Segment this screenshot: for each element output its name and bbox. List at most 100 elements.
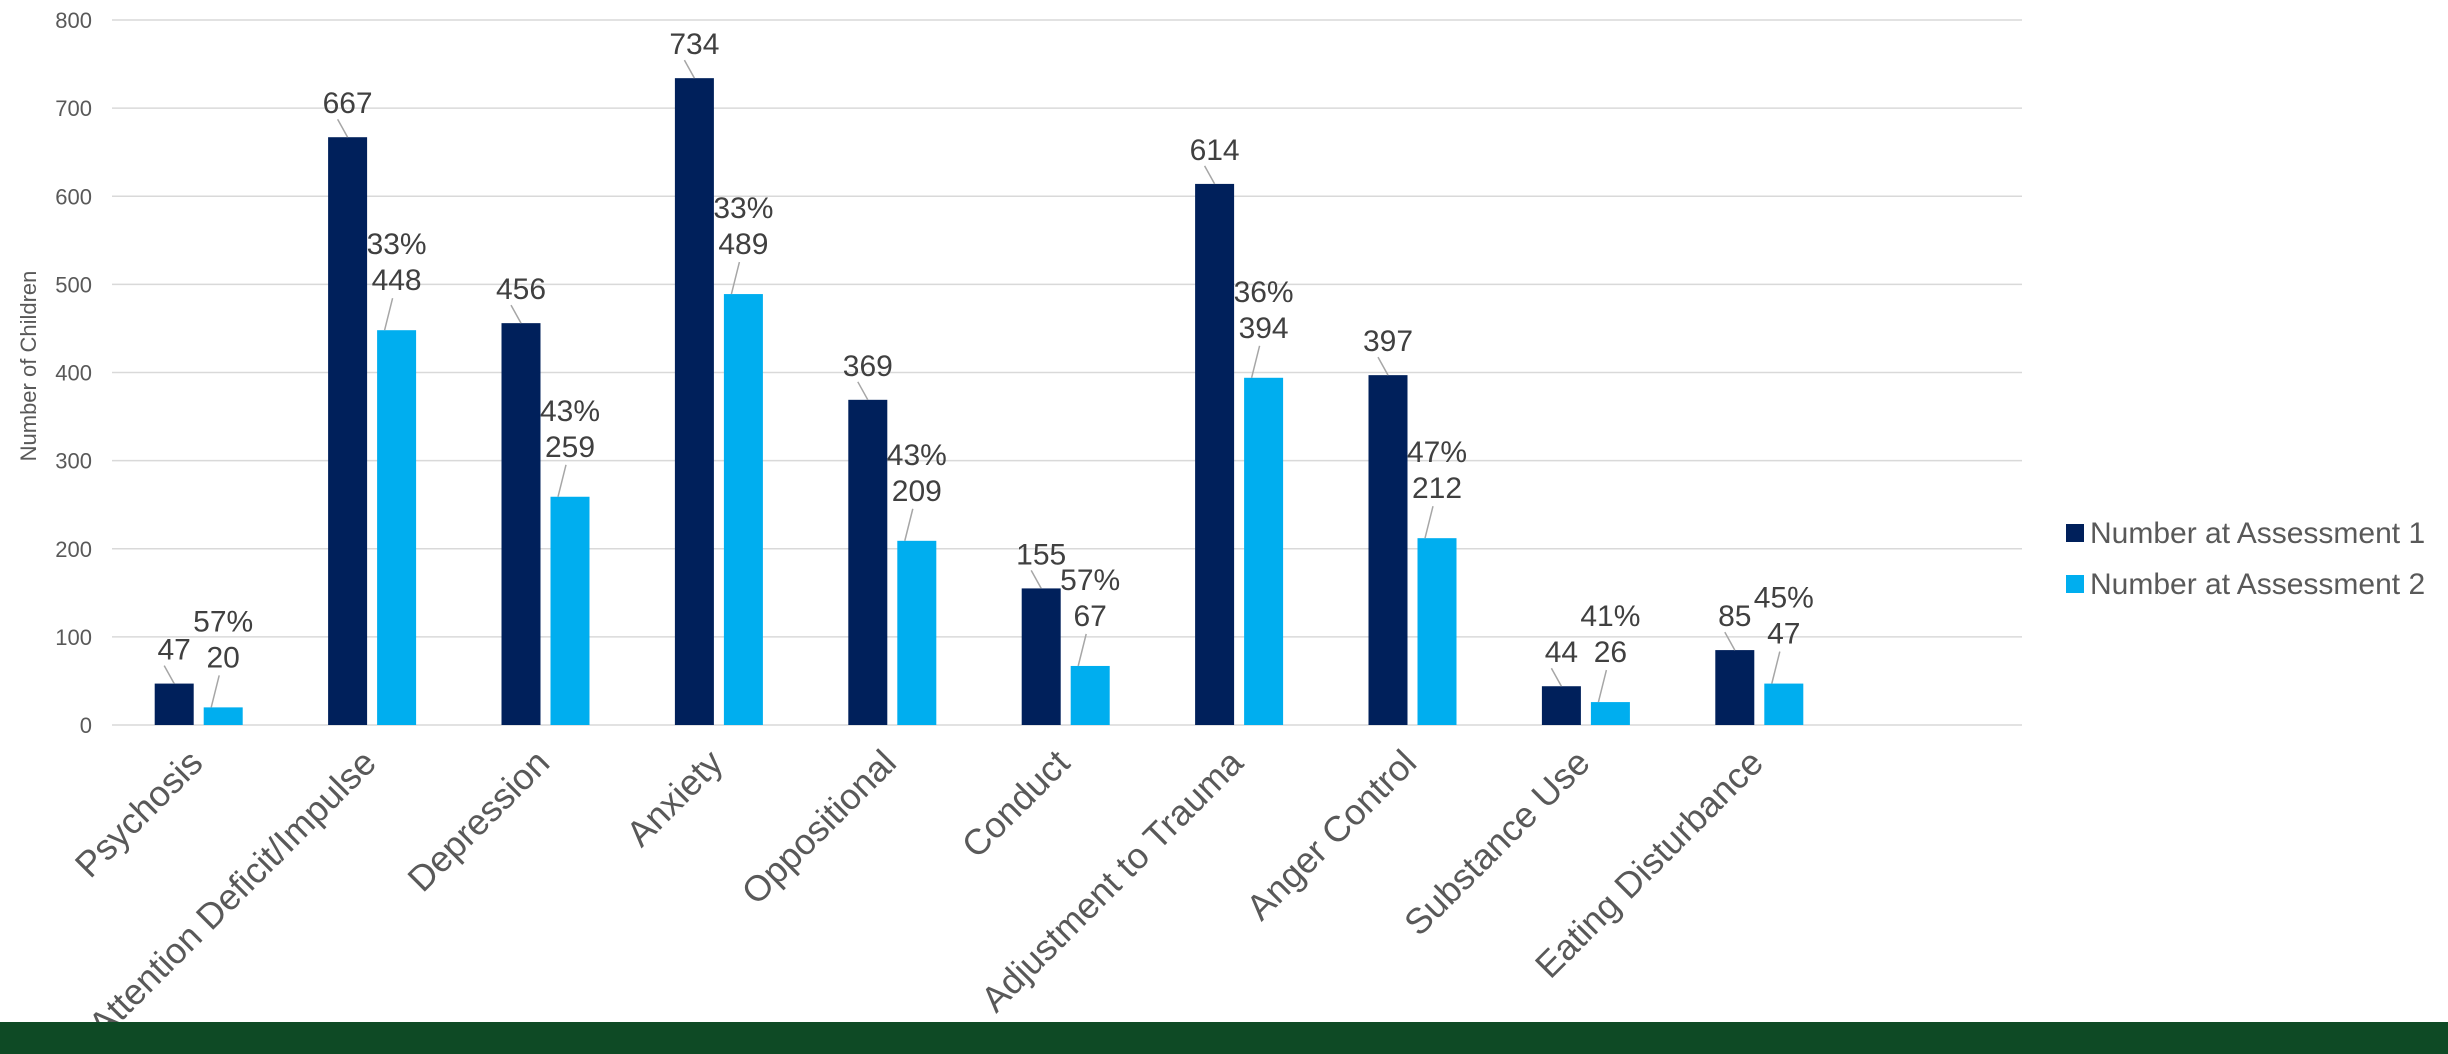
data-label-percent: 43% [540, 395, 600, 428]
y-tick-label: 200 [55, 537, 92, 562]
legend-swatch-assessment-2 [2066, 575, 2084, 593]
bar-assessment-2 [1244, 377, 1284, 725]
y-axis-title: Number of Children [16, 271, 41, 462]
data-label-assessment-1: 734 [669, 28, 719, 61]
leader-line [1203, 165, 1216, 185]
data-label-percent: 43% [887, 439, 947, 472]
data-label-percent: 57% [1060, 564, 1120, 597]
bar-assessment-1 [1195, 183, 1235, 726]
leader-line [1250, 345, 1261, 378]
leader-line [163, 665, 175, 684]
bar-assessment-1 [674, 78, 714, 726]
bar-assessment-2 [203, 707, 243, 725]
data-label-percent: 47% [1407, 436, 1467, 469]
data-label-assessment-1: 456 [496, 273, 546, 306]
leader-line [1077, 633, 1087, 667]
data-label-assessment-1: 614 [1190, 134, 1240, 167]
legend-label-assessment-2: Number at Assessment 2 [2090, 568, 2425, 601]
y-axis-ticks: 0 100 200 300 400 500 600 700 800 [55, 8, 92, 738]
data-label-percent: 33% [713, 192, 773, 225]
data-label-assessment-2: 67 [1074, 600, 1107, 633]
y-tick-label: 600 [55, 184, 92, 209]
category-label: Anxiety [618, 742, 730, 854]
data-label-assessment-1: 667 [323, 87, 373, 120]
data-label-assessment-1: 85 [1718, 600, 1751, 633]
y-tick-label: 500 [55, 272, 92, 297]
leader-line [683, 59, 696, 79]
category-label: Conduct [954, 742, 1078, 866]
y-tick-label: 100 [55, 625, 92, 650]
y-tick-label: 400 [55, 361, 92, 386]
data-label-assessment-2: 259 [545, 431, 595, 464]
leader-line [510, 304, 522, 324]
bar-assessment-2 [550, 496, 590, 725]
leader-line [1377, 356, 1389, 376]
leader-line [383, 298, 394, 331]
bar-assessment-1 [501, 323, 541, 725]
category-label: Anger Control [1238, 742, 1424, 928]
data-label-assessment-2: 394 [1239, 312, 1289, 345]
data-label-percent: 36% [1234, 276, 1294, 309]
category-label: Depression [399, 742, 557, 900]
label-leader-lines [163, 59, 1781, 708]
category-label: Attention Deficit/Impulse [80, 742, 383, 1045]
bar-assessment-2 [377, 330, 417, 725]
data-label-percent: 45% [1754, 582, 1814, 615]
leader-line [210, 675, 220, 708]
bar-assessment-1 [1541, 686, 1581, 725]
bar-assessment-1 [328, 137, 368, 726]
leader-line [1424, 505, 1434, 539]
gridlines [112, 19, 2022, 726]
data-label-percent: 57% [193, 605, 253, 638]
leader-line [1030, 570, 1042, 589]
bar-assessment-1 [1715, 650, 1755, 725]
bar-assessment-1 [848, 399, 888, 725]
bar-assessment-2 [1070, 665, 1110, 725]
bar-assessment-1 [1368, 375, 1408, 725]
bar-assessment-2 [723, 294, 763, 725]
data-label-assessment-1: 44 [1545, 636, 1578, 669]
data-label-assessment-2: 209 [892, 475, 942, 508]
bar-assessment-2 [1417, 538, 1457, 725]
bar-assessment-2 [1590, 702, 1630, 725]
leader-line [904, 508, 914, 542]
y-tick-label: 0 [80, 713, 92, 738]
footer-bar [0, 1022, 2448, 1054]
data-label-assessment-2: 489 [718, 228, 768, 261]
data-label-percent: 41% [1580, 600, 1640, 633]
legend: Number at Assessment 1 Number at Assessm… [2066, 517, 2425, 601]
leader-line [1550, 667, 1563, 687]
data-label-assessment-1: 397 [1363, 325, 1413, 358]
bar-assessment-1 [1021, 588, 1061, 725]
leader-line [557, 464, 567, 497]
data-label-assessment-1: 47 [158, 634, 191, 667]
data-label-assessment-2: 212 [1412, 472, 1462, 505]
leader-line [857, 381, 869, 401]
leader-line [1724, 631, 1736, 651]
leader-line [1771, 651, 1781, 684]
bars [154, 78, 1804, 726]
data-label-assessment-2: 20 [207, 641, 240, 674]
legend-swatch-assessment-1 [2066, 524, 2084, 542]
data-label-assessment-1: 369 [843, 350, 893, 383]
leader-line [730, 261, 741, 295]
y-tick-label: 700 [55, 96, 92, 121]
bar-assessment-2 [897, 540, 937, 725]
data-label-assessment-2: 47 [1767, 618, 1800, 651]
data-label-assessment-2: 448 [372, 264, 422, 297]
bar-assessment-1 [154, 683, 194, 725]
legend-label-assessment-1: Number at Assessment 1 [2090, 517, 2425, 550]
leader-line [336, 118, 349, 138]
data-label-percent: 33% [367, 228, 427, 261]
category-label: Psychosis [67, 742, 211, 886]
data-label-assessment-1: 155 [1016, 538, 1066, 571]
leader-line [1597, 669, 1608, 703]
data-labels: 47 2057%66744833%45625943%73448933%369209… [158, 28, 1814, 674]
y-tick-label: 300 [55, 449, 92, 474]
y-tick-label: 800 [55, 8, 92, 33]
data-label-assessment-2: 26 [1594, 636, 1627, 669]
category-label: Oppositional [733, 742, 904, 913]
bar-assessment-2 [1764, 683, 1804, 725]
